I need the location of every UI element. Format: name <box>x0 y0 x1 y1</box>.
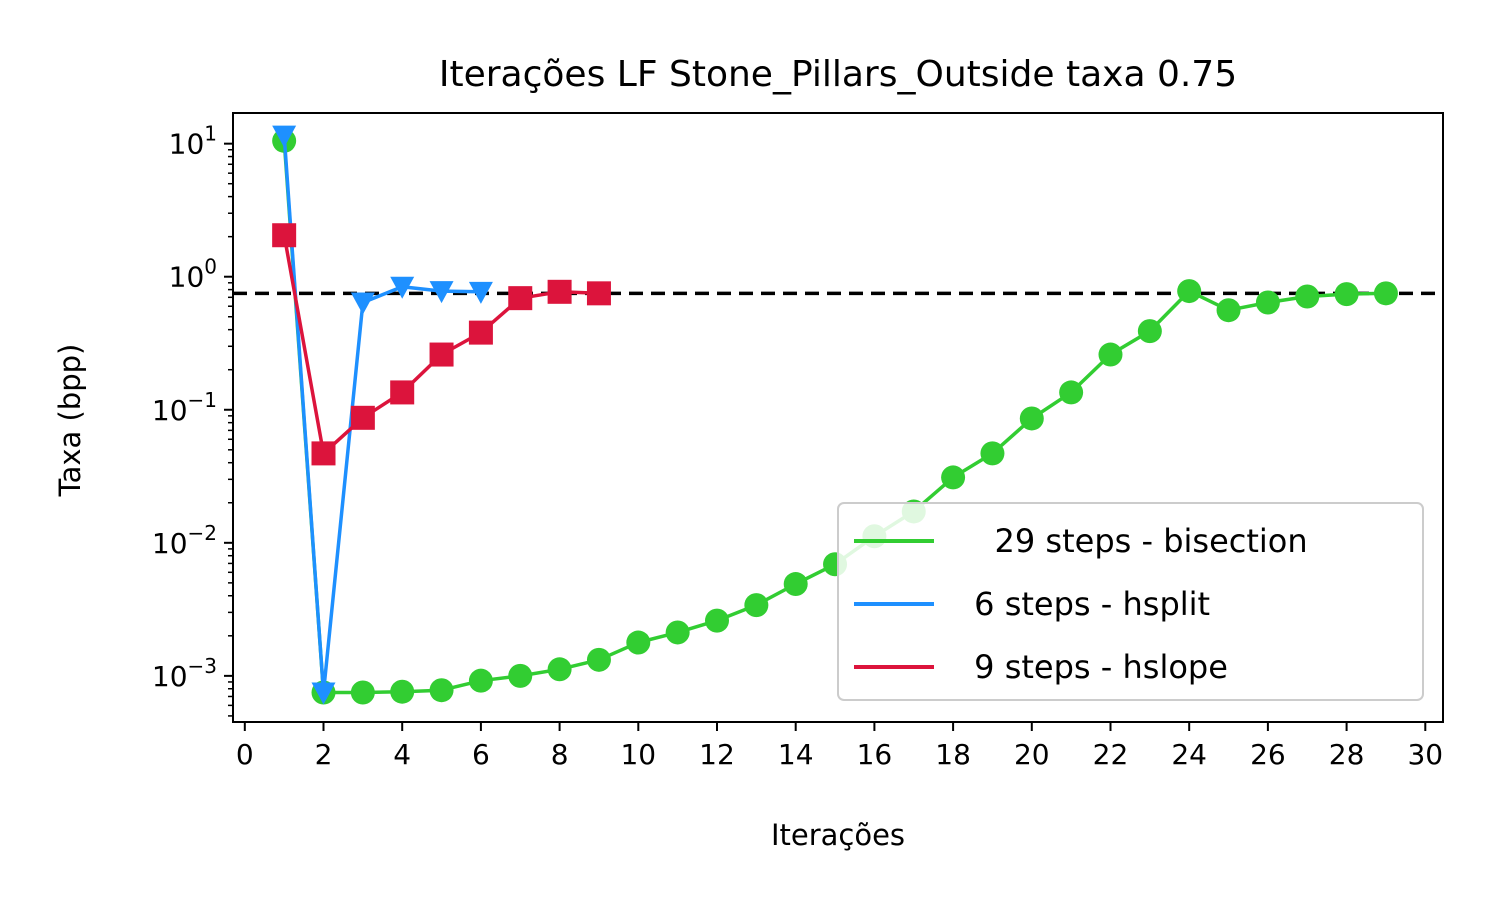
data-point <box>626 630 651 655</box>
data-point <box>1295 284 1320 309</box>
data-point <box>1019 406 1044 431</box>
data-point <box>350 405 375 430</box>
x-tick-label: 16 <box>857 738 893 771</box>
data-point <box>547 657 572 682</box>
series-square <box>272 223 611 466</box>
data-point <box>1098 342 1123 367</box>
x-tick-label: 24 <box>1171 738 1207 771</box>
x-tick-label: 14 <box>778 738 814 771</box>
data-point <box>350 680 375 705</box>
x-tick-label: 22 <box>1093 738 1129 771</box>
legend-label: 9 steps - hslope <box>964 648 1228 686</box>
y-tick-label: 100 <box>169 255 217 294</box>
x-tick-label: 6 <box>472 738 490 771</box>
x-tick-label: 26 <box>1250 738 1286 771</box>
data-point <box>941 465 966 490</box>
legend-label: 29 steps - bisection <box>964 522 1308 560</box>
data-point <box>980 441 1005 466</box>
legend-label: 6 steps - hsplit <box>964 585 1210 623</box>
x-tick-label: 30 <box>1407 738 1443 771</box>
data-point <box>429 342 454 367</box>
x-tick-label: 10 <box>620 738 656 771</box>
x-tick-label: 20 <box>1014 738 1050 771</box>
data-point <box>1255 290 1280 315</box>
data-point <box>547 279 572 304</box>
x-tick-label: 12 <box>699 738 735 771</box>
data-point <box>508 286 533 311</box>
y-tick-label: 101 <box>169 122 217 161</box>
series-line <box>282 135 481 695</box>
series-triangle-down <box>272 125 493 705</box>
data-point <box>311 441 336 466</box>
data-point <box>468 281 493 304</box>
y-tick-label: 10−3 <box>152 654 217 693</box>
series-circle <box>272 128 1398 705</box>
data-point <box>586 647 611 672</box>
legend: 29 steps - bisection 6 steps - hsplit 9 … <box>837 502 1424 701</box>
data-point <box>350 292 375 315</box>
data-point <box>1216 298 1241 323</box>
data-point <box>1373 281 1398 306</box>
data-point <box>1059 380 1084 405</box>
data-point <box>783 572 808 597</box>
data-point <box>429 281 454 304</box>
data-point <box>508 663 533 688</box>
x-tick-label: 4 <box>393 738 411 771</box>
y-axis-title: Taxa (bpp) <box>53 344 87 498</box>
data-point <box>1137 319 1162 344</box>
x-tick-label: 28 <box>1329 738 1365 771</box>
data-point <box>272 223 297 248</box>
data-point <box>1177 279 1202 304</box>
data-point <box>665 620 690 645</box>
x-tick-label: 2 <box>315 738 333 771</box>
data-point <box>705 608 729 633</box>
y-tick-label: 10−2 <box>152 521 217 560</box>
x-tick-label: 0 <box>236 738 254 771</box>
data-point <box>272 125 297 148</box>
data-point <box>311 682 336 705</box>
data-point <box>744 593 769 618</box>
series-group <box>272 125 1398 705</box>
chart-title: Iterações LF Stone_Pillars_Outside taxa … <box>439 54 1237 95</box>
plot-frame <box>232 112 1444 723</box>
legend-box <box>837 502 1424 701</box>
data-point <box>390 380 415 405</box>
x-tick-label: 18 <box>935 738 971 771</box>
data-point <box>390 276 415 299</box>
data-point <box>390 679 415 704</box>
y-tick-label: 10−1 <box>152 388 217 427</box>
data-point <box>586 281 611 306</box>
data-point <box>429 678 454 703</box>
x-tick-label: 8 <box>551 738 569 771</box>
data-point <box>468 320 493 345</box>
axes-ticks: 0 2 4 6 8 10 12 14 16 18 20 22 24 26 28 3010−310−210−11… <box>152 122 1443 771</box>
x-axis-title: Iterações <box>771 818 905 852</box>
data-point <box>468 668 493 693</box>
data-point <box>1334 282 1359 307</box>
